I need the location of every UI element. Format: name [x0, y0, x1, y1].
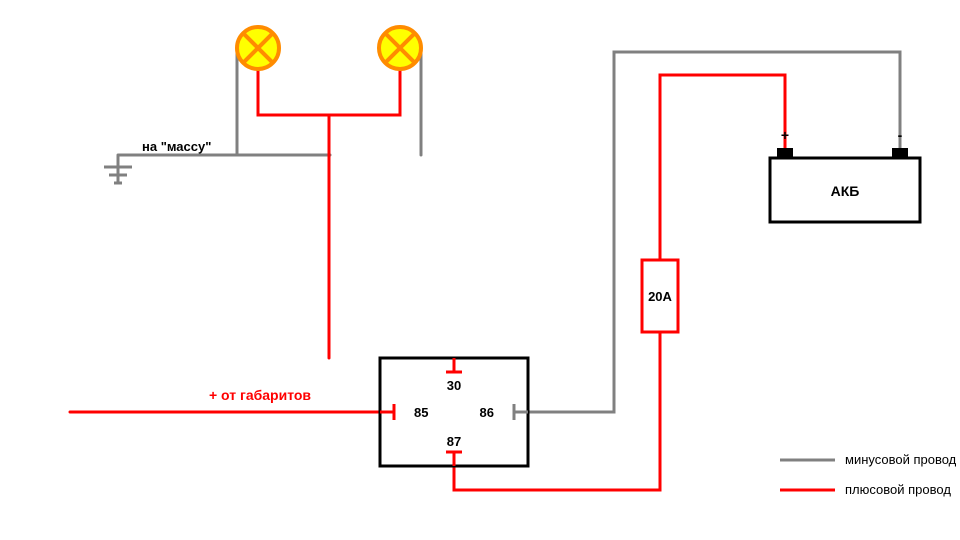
legend-plus-label: плюсовой провод: [845, 482, 951, 497]
relay-pin86-label: 86: [480, 405, 494, 420]
battery-minus-terminal: [892, 148, 908, 158]
fuse-label: 20A: [648, 289, 672, 304]
battery-label: АКБ: [831, 183, 860, 199]
relay-pin85-label: 85: [414, 405, 428, 420]
from-gabarity-label: + от габаритов: [209, 387, 311, 403]
relay-pin87-label: 87: [447, 434, 461, 449]
battery-minus-label: -: [898, 127, 903, 143]
plus-wire-2: [660, 75, 785, 260]
battery-plus-terminal: [777, 148, 793, 158]
minus-wire-5: [528, 52, 900, 412]
ground-label: на "массу": [142, 139, 211, 154]
legend-minus-label: минусовой провод: [845, 452, 957, 467]
wiring-diagram: на "массу" + - АКБ 20A 30 87 85 86 + от габаритов…: [0, 0, 960, 540]
relay-pin30-label: 30: [447, 378, 461, 393]
plus-wire-0: [258, 69, 400, 115]
relay-box: [380, 358, 528, 466]
battery-plus-label: +: [781, 127, 789, 143]
